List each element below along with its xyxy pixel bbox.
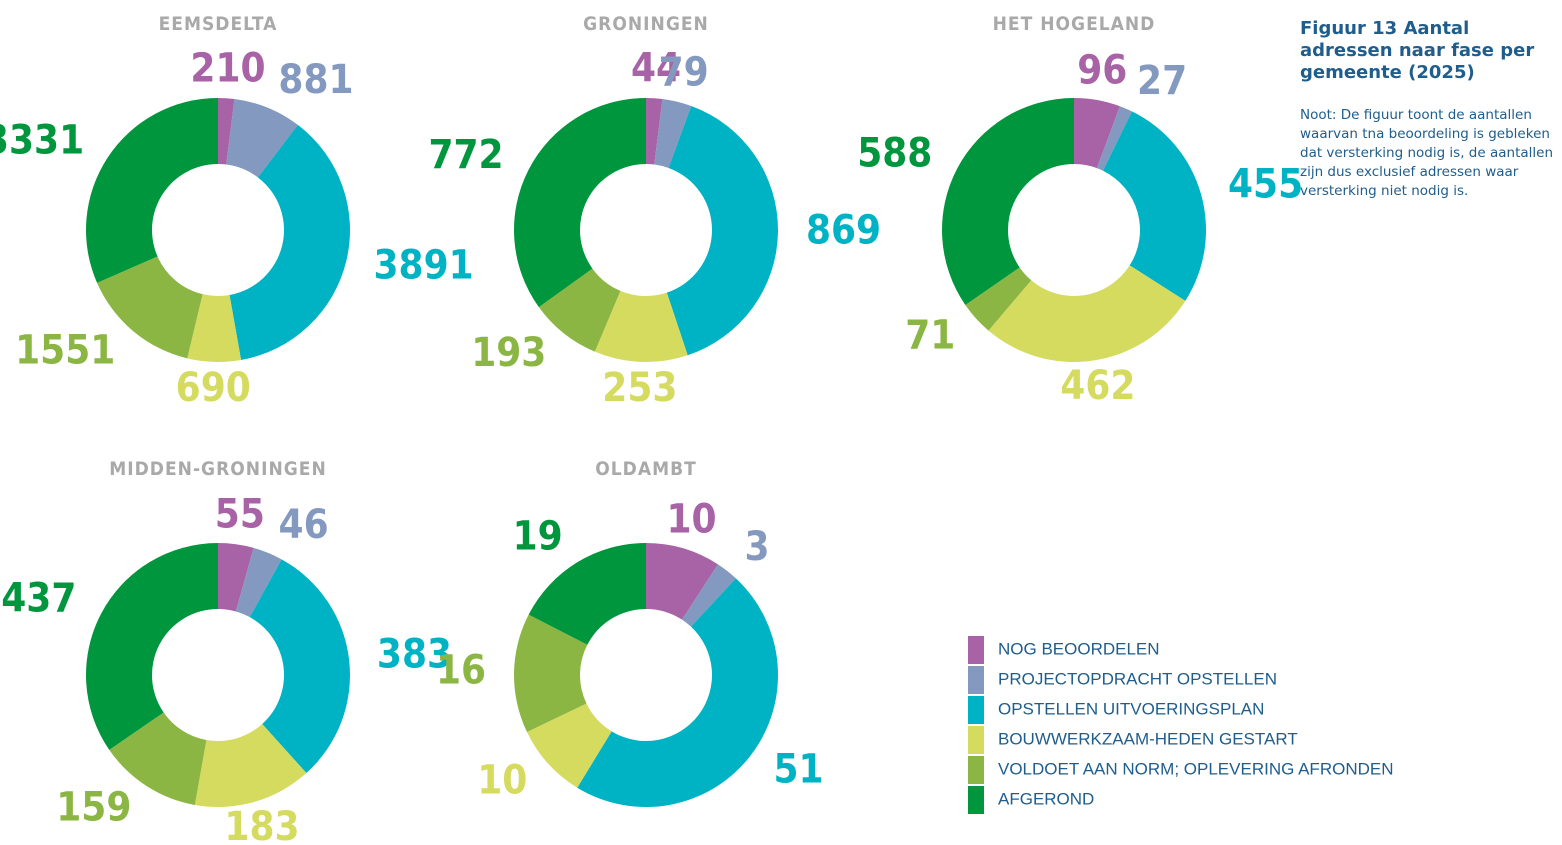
donut-segment bbox=[226, 99, 298, 178]
donut-segment bbox=[218, 543, 254, 612]
legend-swatch bbox=[968, 786, 984, 814]
legend-swatch bbox=[968, 696, 984, 724]
chart-title: HET HOGELAND bbox=[993, 13, 1156, 35]
donut-segment bbox=[249, 559, 350, 774]
value-label: 253 bbox=[602, 365, 677, 411]
value-label: 3331 bbox=[0, 117, 84, 163]
value-label: 455 bbox=[1228, 162, 1303, 208]
value-label: 19 bbox=[513, 513, 563, 559]
donut-segment bbox=[988, 265, 1186, 363]
donut-segment bbox=[666, 105, 779, 356]
donut-segment bbox=[577, 578, 779, 807]
value-label: 46 bbox=[279, 502, 329, 548]
side-panel: Figuur 13 Aantal adressen naar fase per … bbox=[1300, 18, 1562, 201]
value-label: 10 bbox=[666, 497, 716, 543]
chart-title: GRONINGEN bbox=[583, 13, 709, 35]
donut-segment bbox=[528, 543, 646, 645]
value-label: 869 bbox=[806, 207, 881, 253]
legend-swatch bbox=[968, 756, 984, 784]
chart-title: OLDAMBT bbox=[595, 458, 697, 480]
donut-segment bbox=[1074, 98, 1120, 169]
value-label: 1551 bbox=[15, 328, 115, 374]
legend-label: PROJECTOPDRACHT OPSTELLEN bbox=[998, 669, 1277, 688]
donut-segment bbox=[513, 98, 646, 308]
legend-swatch bbox=[968, 636, 984, 664]
donut-segment bbox=[218, 98, 235, 165]
donut-segment bbox=[97, 256, 203, 359]
donut-segment bbox=[654, 99, 692, 168]
legend-label: NOG BEOORDELEN bbox=[998, 639, 1160, 658]
value-label: 183 bbox=[224, 804, 299, 845]
value-label: 210 bbox=[190, 45, 265, 91]
figure-note: Noot: De figuur toont de aantallen waarv… bbox=[1300, 107, 1553, 199]
donut-segment bbox=[942, 98, 1074, 305]
legend-swatch bbox=[968, 666, 984, 694]
donut-segment bbox=[646, 98, 663, 165]
value-label: 588 bbox=[857, 131, 932, 177]
value-label: 881 bbox=[278, 57, 353, 103]
value-label: 79 bbox=[659, 49, 709, 95]
value-label: 96 bbox=[1077, 48, 1127, 94]
donut-segment bbox=[526, 703, 612, 788]
value-label: 193 bbox=[471, 330, 546, 376]
legend-swatch bbox=[968, 726, 984, 754]
value-label: 16 bbox=[436, 648, 486, 694]
value-label: 51 bbox=[774, 747, 824, 793]
value-label: 159 bbox=[56, 785, 131, 831]
value-label: 3 bbox=[744, 524, 769, 570]
value-label: 690 bbox=[176, 365, 251, 411]
value-label: 44 bbox=[631, 45, 681, 91]
chart-title: MIDDEN-GRONINGEN bbox=[109, 458, 327, 480]
value-label: 71 bbox=[905, 312, 955, 358]
value-label: 772 bbox=[428, 132, 503, 178]
value-label: 437 bbox=[1, 576, 76, 622]
value-label: 462 bbox=[1060, 363, 1135, 409]
donut-segment bbox=[187, 294, 242, 363]
donut-segment bbox=[514, 614, 588, 733]
donut-segment bbox=[646, 543, 718, 620]
donut-segment bbox=[538, 268, 621, 352]
figure-title: Figuur 13 Aantal adressen naar fase per … bbox=[1300, 18, 1535, 83]
legend-label: OPSTELLEN UITVOERINGSPLAN bbox=[998, 699, 1264, 718]
donut-segment bbox=[1096, 106, 1132, 171]
value-label: 55 bbox=[215, 491, 265, 537]
donut-segment bbox=[594, 290, 688, 363]
donut-segment bbox=[965, 267, 1032, 331]
chart-title: EEMSDELTA bbox=[159, 13, 278, 35]
legend-label: AFGEROND bbox=[998, 789, 1094, 808]
value-label: 27 bbox=[1137, 58, 1187, 104]
donut-segment bbox=[109, 712, 207, 805]
donut-segment bbox=[229, 124, 351, 360]
value-label: 10 bbox=[477, 757, 527, 803]
legend-label: VOLDOET AAN NORM; OPLEVERING AFRONDEN bbox=[998, 759, 1394, 778]
legend-label: BOUWWERKZAAM-HEDEN GESTART bbox=[998, 729, 1298, 748]
donut-segment bbox=[235, 547, 282, 618]
value-label: 383 bbox=[377, 632, 452, 678]
donut-segment bbox=[194, 724, 307, 808]
donut-segment bbox=[85, 98, 218, 283]
donut-segment bbox=[1102, 111, 1207, 301]
donut-segment bbox=[681, 564, 736, 627]
value-label: 3891 bbox=[374, 243, 474, 289]
donut-segment bbox=[86, 543, 218, 750]
